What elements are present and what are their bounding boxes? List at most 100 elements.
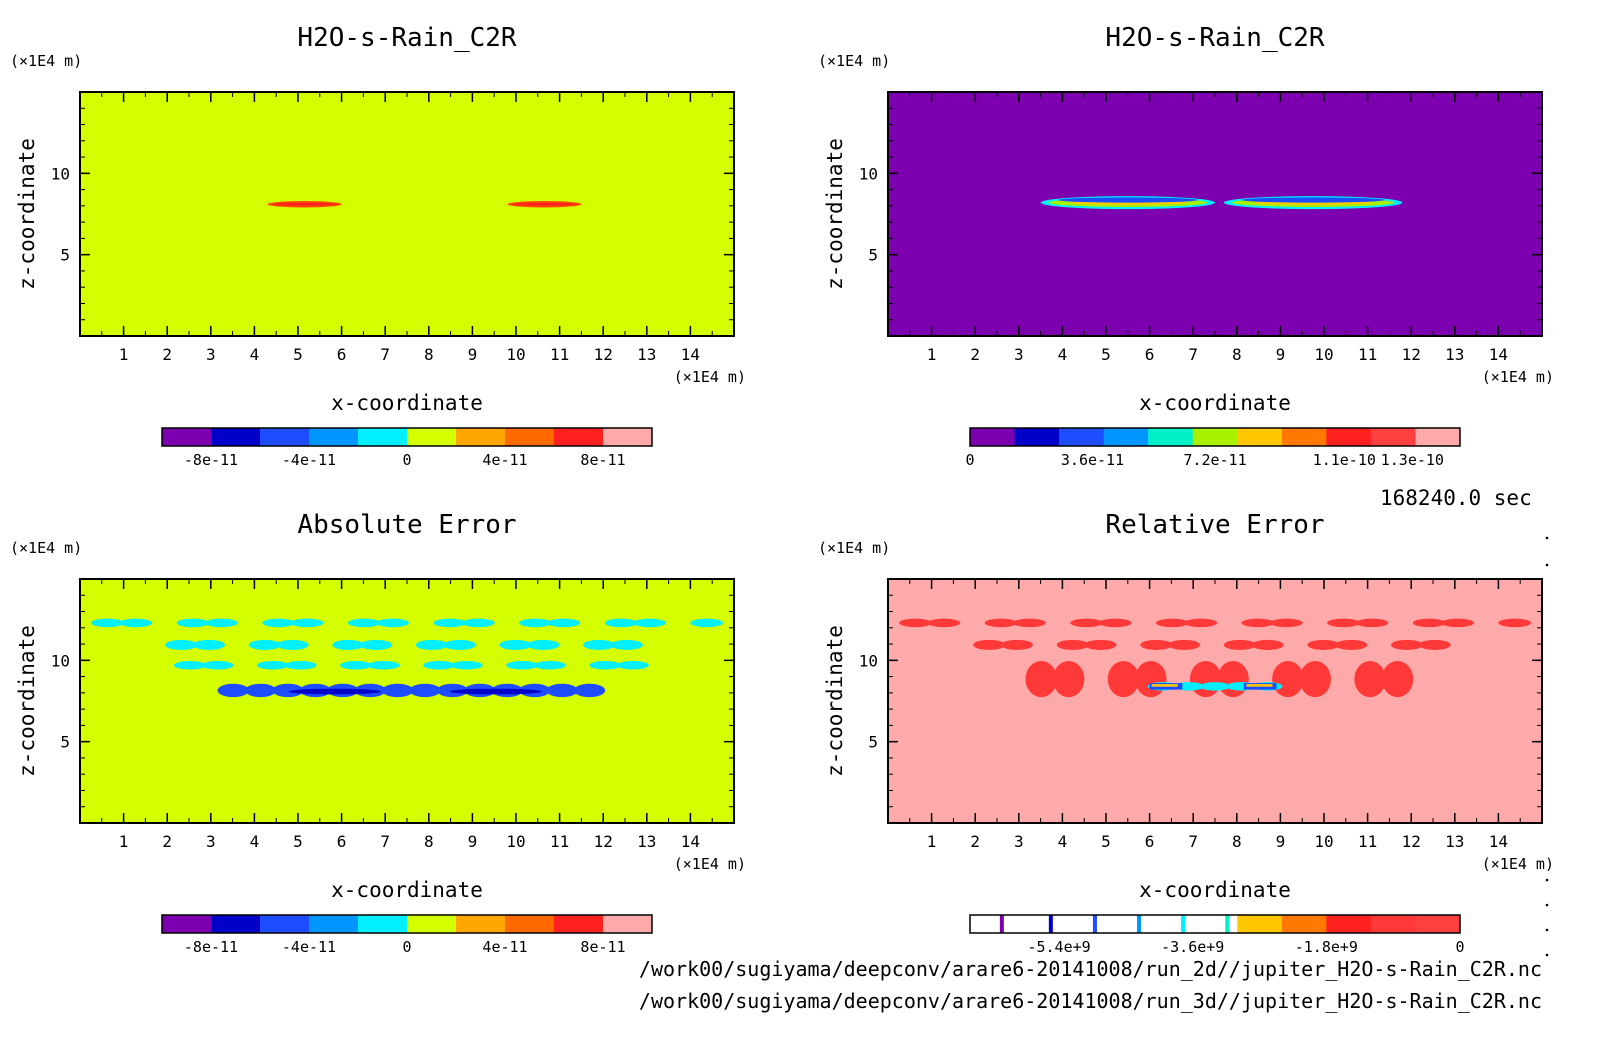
colorbar: -8e-11 -4e-11 0 4e-11 8e-11	[161, 427, 653, 469]
feature-blob	[604, 618, 638, 628]
feature-blob	[443, 639, 476, 650]
feature-blob	[1155, 618, 1189, 628]
panel-title: H2O-s-Rain_C2R	[1105, 23, 1324, 53]
colorbar-swatch	[1326, 428, 1372, 446]
colorbar-swatch	[1014, 915, 1060, 933]
feature-blob	[450, 660, 483, 670]
feature-blob	[973, 639, 1006, 650]
panel-title: Absolute Error	[297, 510, 516, 540]
colorbar-marker	[1225, 915, 1230, 933]
colorbar-tick-label: 8e-11	[580, 451, 625, 469]
margin-dot	[1545, 928, 1549, 932]
colorbar-frame	[969, 914, 1461, 934]
panel-1: 1 2 3 4 5 6 7 8 9 10 11 12 13 14510H2O-s-Rain_C2R(×1E…	[10, 23, 746, 469]
feature-blob	[1391, 639, 1423, 650]
x-tick-label: 5	[1101, 345, 1111, 364]
time-label: 168240.0 sec	[1380, 486, 1532, 510]
x-tick-label: 9	[1276, 832, 1286, 851]
colorbar-marker	[1181, 915, 1186, 933]
colorbar-swatch	[1370, 915, 1416, 933]
colorbar-swatch	[970, 915, 1016, 933]
x-tick-label: 12	[594, 832, 613, 851]
feature-blob	[272, 683, 304, 698]
x-tick-label: 11	[1358, 345, 1377, 364]
x-tick-label: 11	[1358, 832, 1377, 851]
margin-dot	[1545, 878, 1549, 882]
panel-title: H2O-s-Rain_C2R	[297, 23, 516, 53]
colorbar-swatch	[309, 915, 359, 933]
x-tick-label: 14	[1489, 832, 1508, 851]
x-tick-label: 3	[206, 832, 216, 851]
feature-blob	[1070, 618, 1103, 628]
y-tick-label: 5	[868, 246, 878, 265]
feature-blob	[257, 660, 289, 670]
feature-blob	[91, 618, 124, 628]
x-tick-label: 14	[681, 345, 700, 364]
feature-blob	[367, 660, 400, 670]
x-tick-label: 2	[162, 345, 172, 364]
feature-blob	[1025, 660, 1057, 698]
x-tick-label: 9	[468, 832, 478, 851]
x-tick-label: 5	[293, 832, 303, 851]
feature-blob	[1135, 660, 1167, 698]
y-unit-label: (×1E4 m)	[10, 539, 82, 557]
x-tick-label: 8	[424, 345, 434, 364]
colorbar-swatch	[1237, 428, 1283, 446]
colorbar-swatch	[1281, 428, 1327, 446]
colorbar-frame	[161, 427, 653, 447]
colorbar-tick-label: 0	[1455, 938, 1464, 956]
feature-blob	[610, 639, 643, 650]
y-unit-label: (×1E4 m)	[818, 539, 890, 557]
feature-core	[288, 688, 381, 695]
colorbar-marker	[1137, 915, 1142, 933]
colorbar-swatch	[603, 915, 653, 933]
x-axis-label: x-coordinate	[1139, 878, 1291, 902]
colorbar-swatch	[1415, 915, 1461, 933]
colorbar-swatch	[456, 428, 506, 446]
x-tick-label: 3	[1014, 345, 1024, 364]
colorbar-tick-label: 1.3e-10	[1381, 451, 1444, 469]
colorbar-swatch	[1237, 915, 1283, 933]
colorbar-tick-label: 8e-11	[580, 938, 625, 956]
colorbar-marker	[1092, 915, 1097, 933]
feature-blob	[381, 683, 414, 698]
feature-blob	[290, 618, 324, 628]
colorbar-tick-label: 0	[402, 451, 411, 469]
plot-background	[888, 579, 1542, 823]
x-axis-label: x-coordinate	[1139, 391, 1291, 415]
y-axis-label: z-coordinate	[15, 625, 39, 777]
feature-blob	[176, 618, 210, 628]
x-tick-label: 14	[681, 832, 700, 851]
feature-blob	[1140, 639, 1173, 650]
x-tick-label: 5	[1101, 832, 1111, 851]
margin-dot	[1545, 953, 1549, 957]
x-tick-label: 4	[1058, 345, 1068, 364]
y-tick-label: 5	[868, 733, 878, 752]
feature-blob	[1355, 618, 1389, 628]
feature-blob	[248, 639, 281, 650]
colorbar-frame	[161, 914, 653, 934]
feature-blob	[1223, 639, 1256, 650]
feature-blob	[1084, 639, 1117, 650]
x-tick-label: 9	[468, 345, 478, 364]
feature-blob	[984, 618, 1018, 628]
colorbar-tick-label: 0	[402, 938, 411, 956]
feature-blob	[534, 660, 566, 670]
x-tick-label: 6	[337, 345, 347, 364]
colorbar-tick-label: -3.6e+9	[1161, 938, 1224, 956]
colorbar-marker	[1048, 915, 1053, 933]
y-tick-label: 10	[51, 651, 70, 670]
x-tick-label: 7	[1188, 832, 1198, 851]
file-path-3d: /work00/sugiyama/deepconv/arare6-2014100…	[638, 989, 1542, 1013]
feature-core	[1151, 684, 1178, 687]
colorbar-swatch	[1281, 915, 1327, 933]
feature-blob	[1052, 660, 1085, 698]
colorbar-tick-label: -1.8e+9	[1295, 938, 1358, 956]
feature-blob	[423, 660, 455, 670]
y-unit-label: (×1E4 m)	[10, 52, 82, 70]
colorbar-tick-label: 4e-11	[482, 451, 527, 469]
plot-background	[888, 92, 1542, 336]
feature-blob	[1498, 618, 1531, 628]
x-tick-label: 6	[1145, 345, 1155, 364]
feature-core	[449, 688, 542, 695]
